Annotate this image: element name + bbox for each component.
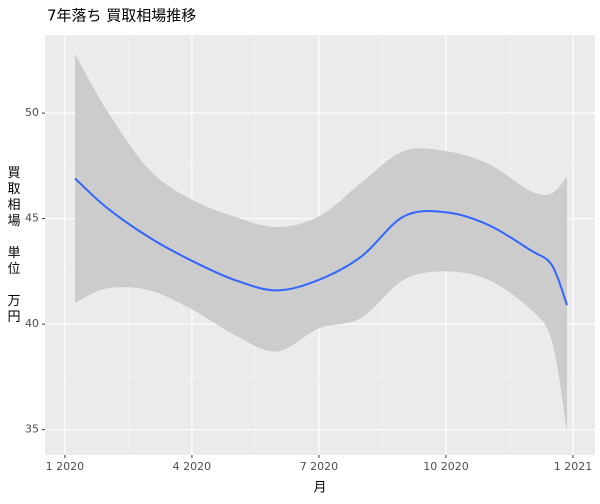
x-tick-label: 1 2020 [46,460,85,473]
confidence-band [75,53,568,432]
y-tick-label: 50 [25,106,39,119]
x-tick-label: 7 2020 [300,460,339,473]
y-tick-label: 45 [25,212,39,225]
y-axis-label: 買取相場 単位 万円 [7,166,20,325]
x-tick-label: 1 2021 [554,460,593,473]
x-axis-label: 月 [313,481,326,496]
smooth-line [74,177,568,306]
y-tick-label: 35 [25,423,39,436]
x-tick-label: 4 2020 [173,460,212,473]
x-tick-label: 10 2020 [423,460,469,473]
y-tick-label: 40 [25,317,39,330]
chart-title: 7年落ち 買取相場推移 [47,7,196,25]
